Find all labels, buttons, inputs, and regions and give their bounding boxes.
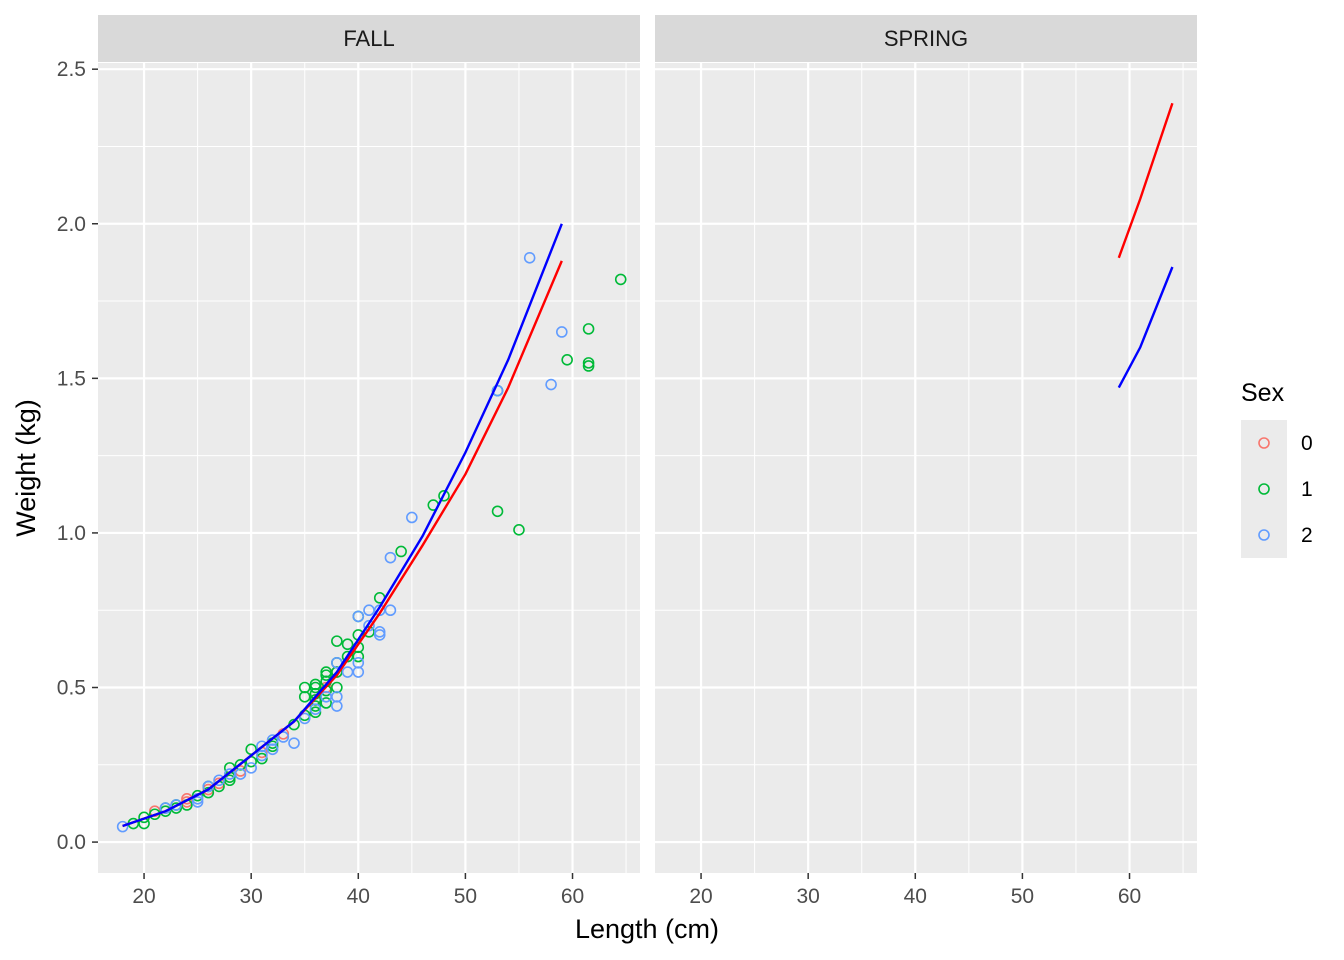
data-point-sex-1: [395, 545, 407, 558]
y-tick-label: 0.5: [57, 677, 86, 700]
x-tick-label: 60: [561, 885, 584, 908]
x-tick-label: 40: [347, 885, 370, 908]
legend-title: Sex: [1241, 379, 1285, 407]
fit-line-blue: [122, 223, 563, 828]
y-tick-label: 2.5: [57, 58, 86, 81]
y-tick-label: 1.5: [57, 367, 86, 390]
data-point-sex-2: [384, 604, 397, 617]
strip-label: FALL: [343, 26, 394, 51]
data-point-sex-2: [373, 626, 386, 638]
legend-key-sex-1: [1258, 483, 1270, 495]
panel-spring: SPRING 20 30 40 50 60: [655, 15, 1197, 908]
data-point-sex-1: [582, 357, 595, 369]
data-point-sex-1: [256, 752, 268, 765]
panel-background: [655, 63, 1197, 873]
data-point-sex-1: [491, 505, 504, 518]
data-point-sex-1: [561, 353, 573, 366]
panel-fall: FALL 20 30 40 50 60: [98, 15, 640, 908]
data-point-sex-2: [213, 774, 225, 787]
x-tick-label: 30: [239, 885, 262, 908]
panels: FALL 20 30 40 50 60 SPRING 20 30 40 50 60: [98, 15, 1197, 908]
data-point-sex-2: [331, 690, 343, 703]
data-point-sex-2: [256, 740, 268, 753]
data-point-sex-0: [213, 777, 225, 790]
data-point-sex-1: [309, 700, 322, 712]
data-point-sex-1: [191, 789, 204, 802]
data-point-sex-1: [309, 706, 322, 719]
data-point-sex-1: [320, 669, 332, 681]
data-point-sex-1: [341, 638, 354, 651]
data-point-sex-2: [384, 551, 397, 564]
y-tick-label: 0.0: [57, 831, 86, 854]
x-tick-label: 20: [689, 885, 712, 908]
data-point-sex-2: [406, 511, 418, 524]
data-point-sex-1: [614, 273, 627, 286]
data-point-sex-2: [352, 610, 365, 623]
data-point-sex-1: [331, 635, 343, 647]
data-point-sex-2: [277, 731, 290, 743]
data-point-sex-2: [266, 734, 279, 746]
data-point-sex-0: [202, 783, 215, 796]
x-tick-label: 30: [796, 885, 819, 908]
data-point-sex-2: [556, 326, 568, 338]
x-tick-label: 60: [1118, 885, 1141, 908]
data-point-sex-1: [438, 490, 450, 502]
y-axis: 0.0 0.5 1.0 1.5 2.0 2.5: [57, 58, 98, 854]
legend-label: 2: [1301, 524, 1313, 547]
x-axis-title: Length (cm): [575, 914, 719, 944]
data-point-sex-1: [159, 805, 172, 817]
strip-background: [98, 15, 640, 62]
x-tick-label: 40: [904, 885, 927, 908]
data-point-sex-2: [245, 762, 257, 774]
panel-background: [98, 63, 640, 873]
data-point-sex-2: [309, 703, 322, 715]
data-point-sex-2: [170, 799, 182, 811]
data-point-sex-0: [234, 765, 247, 777]
x-tick-label: 50: [1011, 885, 1034, 908]
legend-key-sex-0: [1258, 437, 1270, 449]
x-tick-label: 50: [454, 885, 477, 908]
data-point-sex-2: [352, 656, 365, 669]
legend-label: 0: [1301, 432, 1313, 455]
legend-key-background: [1241, 420, 1287, 558]
strip-label: SPRING: [884, 26, 968, 51]
data-point-sex-1: [320, 697, 332, 709]
data-point-sex-2: [373, 629, 386, 641]
data-point-sex-1: [582, 360, 595, 372]
legend-key-sex-2: [1258, 529, 1270, 541]
data-point-sex-1: [582, 323, 595, 335]
strip-background: [655, 15, 1197, 62]
data-point-sex-2: [116, 820, 129, 833]
data-point-sex-2: [523, 251, 536, 264]
data-point-sex-2: [298, 712, 311, 725]
x-tick-label: 20: [132, 885, 155, 908]
fit-line-blue: [1117, 266, 1174, 389]
y-tick-label: 1.0: [57, 522, 86, 545]
data-point-sex-1: [309, 681, 322, 694]
data-point-sex-2: [234, 768, 247, 780]
data-point-sex-2: [191, 796, 204, 808]
data-point-sex-1: [513, 524, 525, 536]
fit-line-red: [1117, 102, 1174, 259]
data-point-sex-2: [288, 737, 300, 749]
legend: Sex 0 1 2: [1241, 379, 1313, 558]
data-point-sex-1: [309, 678, 322, 691]
data-point-sex-2: [545, 378, 557, 391]
legend-label: 1: [1301, 478, 1313, 501]
y-tick-label: 2.0: [57, 213, 86, 236]
y-axis-title: Weight (kg): [11, 399, 41, 537]
